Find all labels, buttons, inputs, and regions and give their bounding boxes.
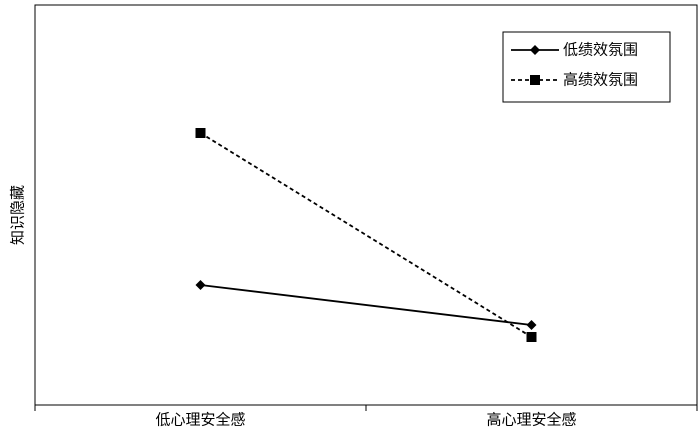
- legend-label: 高绩效氛围: [563, 71, 638, 89]
- series-line: [200, 284, 532, 326]
- marker: [195, 128, 206, 138]
- legend-box: [502, 31, 671, 103]
- legend-label: 低绩效氛围: [563, 41, 638, 59]
- marker: [195, 280, 206, 290]
- marker: [526, 320, 537, 330]
- series-line: [200, 132, 532, 338]
- x-tick-label: 低心理安全感: [155, 411, 245, 429]
- x-tick-label: 高心理安全感: [486, 411, 576, 429]
- marker: [530, 75, 540, 85]
- marker: [530, 45, 540, 55]
- y-axis-label: 知识隐藏: [9, 185, 27, 245]
- marker: [526, 332, 537, 342]
